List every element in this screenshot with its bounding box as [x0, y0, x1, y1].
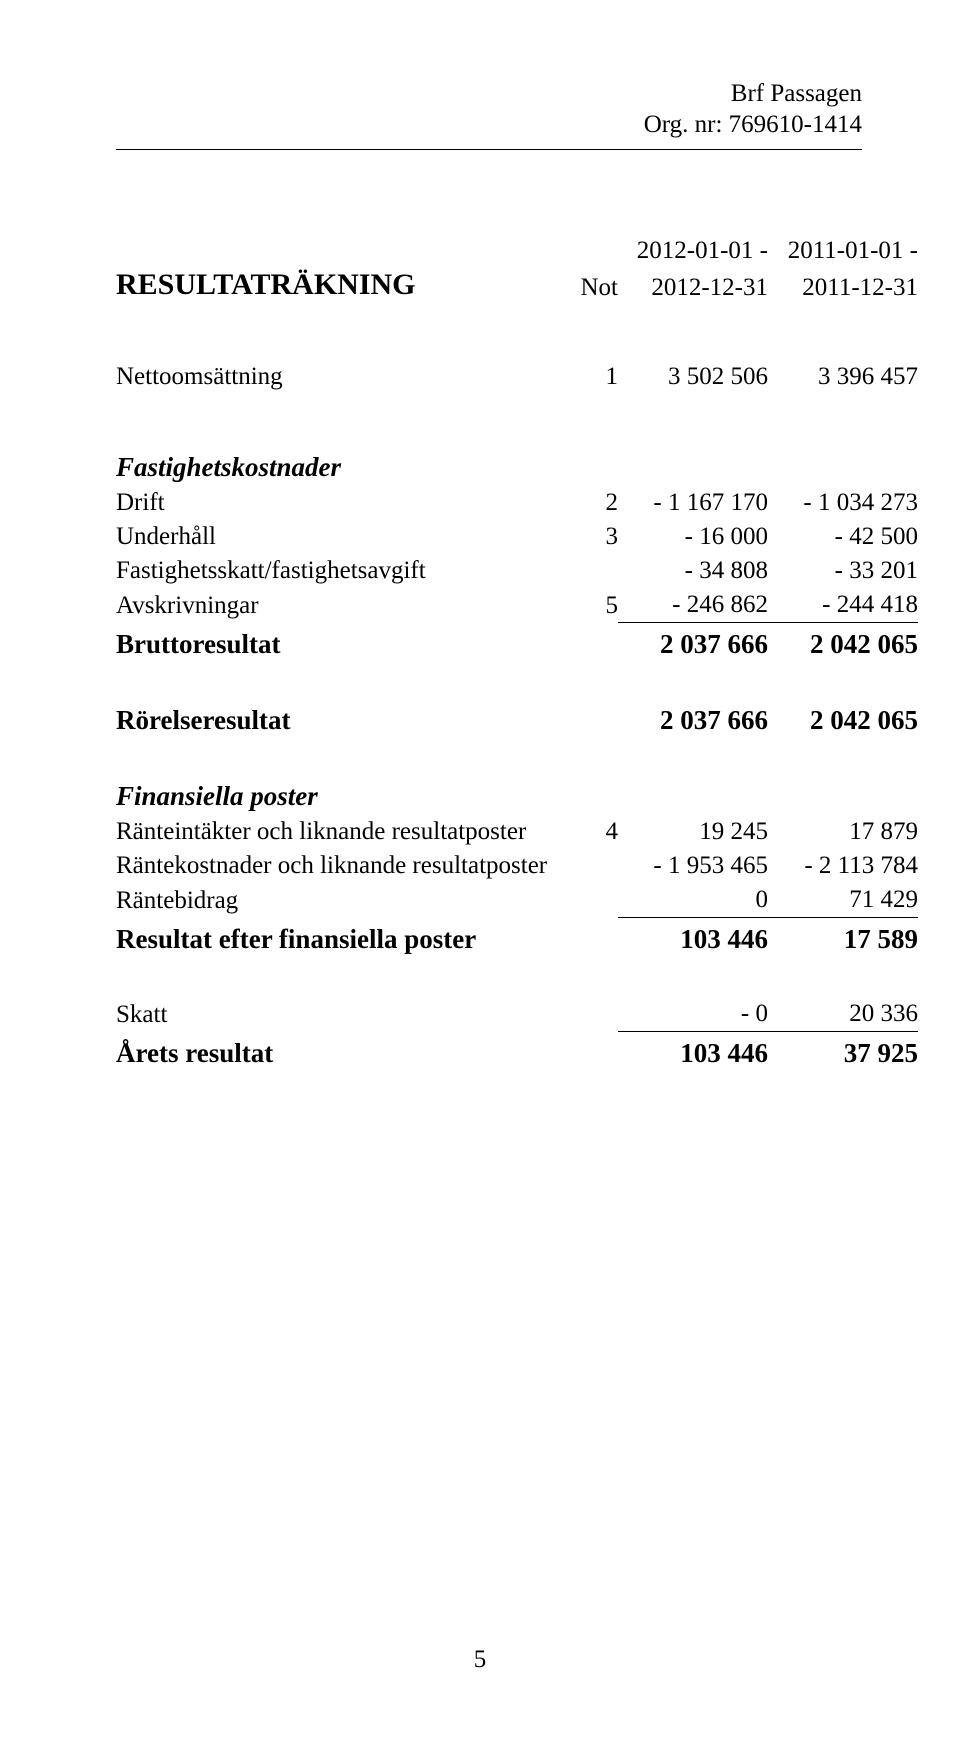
row-ranteintakter: Ränteintäkter och liknande resultatposte… — [116, 815, 918, 849]
row-finansiella-header: Finansiella poster — [116, 739, 918, 815]
value-b: 20 336 — [768, 958, 918, 1032]
label: Rörelseresultat — [116, 663, 556, 739]
section-header: Finansiella poster — [116, 739, 556, 815]
not-header: Not — [556, 268, 618, 305]
row-skatt: Skatt - 0 20 336 — [116, 958, 918, 1032]
row-resultat-efter-fin: Resultat efter finansiella poster 103 44… — [116, 918, 918, 959]
value-a: - 246 862 — [618, 588, 768, 623]
value-a: - 16 000 — [618, 520, 768, 554]
period-a-start: 2012-01-01 - — [618, 234, 768, 269]
value-b: 2 042 065 — [768, 623, 918, 664]
value-a: - 1 953 465 — [618, 849, 768, 883]
value-a: 2 037 666 — [618, 623, 768, 664]
value-a: - 34 808 — [618, 554, 768, 588]
value-b: 3 396 457 — [768, 305, 918, 394]
row-fastighetskostnader-header: Fastighetskostnader — [116, 394, 918, 486]
title-row: RESULTATRÄKNING Not 2012-12-31 2011-12-3… — [116, 268, 918, 305]
not — [556, 883, 618, 918]
not: 3 — [556, 520, 618, 554]
org-name: Brf Passagen — [116, 78, 862, 109]
label: Underhåll — [116, 520, 556, 554]
value-a: 0 — [618, 883, 768, 918]
row-arets-resultat: Årets resultat 103 446 37 925 — [116, 1032, 918, 1073]
not: 2 — [556, 486, 618, 520]
header-rule — [116, 149, 862, 150]
not — [556, 554, 618, 588]
row-fastighetsskatt: Fastighetsskatt/fastighetsavgift - 34 80… — [116, 554, 918, 588]
row-rantebidrag: Räntebidrag 0 71 429 — [116, 883, 918, 918]
page-number: 5 — [0, 1646, 960, 1674]
label: Fastighetsskatt/fastighetsavgift — [116, 554, 556, 588]
not: 4 — [556, 815, 618, 849]
label: Nettoomsättning — [116, 305, 556, 394]
period-a-end: 2012-12-31 — [618, 268, 768, 305]
period-b-start: 2011-01-01 - — [768, 234, 918, 269]
label: Ränteintäkter och liknande resultatposte… — [116, 815, 556, 849]
value-b: 17 589 — [768, 918, 918, 959]
label: Bruttoresultat — [116, 623, 556, 664]
org-number: Org. nr: 769610-1414 — [116, 109, 862, 140]
value-b: 17 879 — [768, 815, 918, 849]
row-rorelseresultat: Rörelseresultat 2 037 666 2 042 065 — [116, 663, 918, 739]
report-title: RESULTATRÄKNING — [116, 268, 556, 305]
period-b-end: 2011-12-31 — [768, 268, 918, 305]
value-b: - 2 113 784 — [768, 849, 918, 883]
period-row-top: 2012-01-01 - 2011-01-01 - — [116, 234, 918, 269]
label: Resultat efter finansiella poster — [116, 918, 556, 959]
value-b: - 1 034 273 — [768, 486, 918, 520]
label: Årets resultat — [116, 1032, 556, 1073]
row-bruttoresultat: Bruttoresultat 2 037 666 2 042 065 — [116, 623, 918, 664]
value-a: - 1 167 170 — [618, 486, 768, 520]
label: Skatt — [116, 958, 556, 1032]
income-statement-table: 2012-01-01 - 2011-01-01 - RESULTATRÄKNIN… — [116, 234, 918, 1073]
label: Avskrivningar — [116, 588, 556, 623]
label: Räntekostnader och liknande resultatpost… — [116, 849, 556, 883]
value-b: - 244 418 — [768, 588, 918, 623]
value-b: 37 925 — [768, 1032, 918, 1073]
value-b: 2 042 065 — [768, 663, 918, 739]
value-a: - 0 — [618, 958, 768, 1032]
value-a: 103 446 — [618, 1032, 768, 1073]
value-a: 103 446 — [618, 918, 768, 959]
not — [556, 958, 618, 1032]
not: 5 — [556, 588, 618, 623]
value-b: - 33 201 — [768, 554, 918, 588]
value-b: - 42 500 — [768, 520, 918, 554]
section-header: Fastighetskostnader — [116, 394, 556, 486]
row-underhall: Underhåll 3 - 16 000 - 42 500 — [116, 520, 918, 554]
value-a: 3 502 506 — [618, 305, 768, 394]
row-avskrivningar: Avskrivningar 5 - 246 862 - 244 418 — [116, 588, 918, 623]
row-nettoomsattning: Nettoomsättning 1 3 502 506 3 396 457 — [116, 305, 918, 394]
not: 1 — [556, 305, 618, 394]
row-drift: Drift 2 - 1 167 170 - 1 034 273 — [116, 486, 918, 520]
label: Räntebidrag — [116, 883, 556, 918]
not — [556, 849, 618, 883]
row-rantekostnader: Räntekostnader och liknande resultatpost… — [116, 849, 918, 883]
value-b: 71 429 — [768, 883, 918, 918]
label: Drift — [116, 486, 556, 520]
document-header: Brf Passagen Org. nr: 769610-1414 — [116, 78, 862, 141]
value-a: 19 245 — [618, 815, 768, 849]
value-a: 2 037 666 — [618, 663, 768, 739]
